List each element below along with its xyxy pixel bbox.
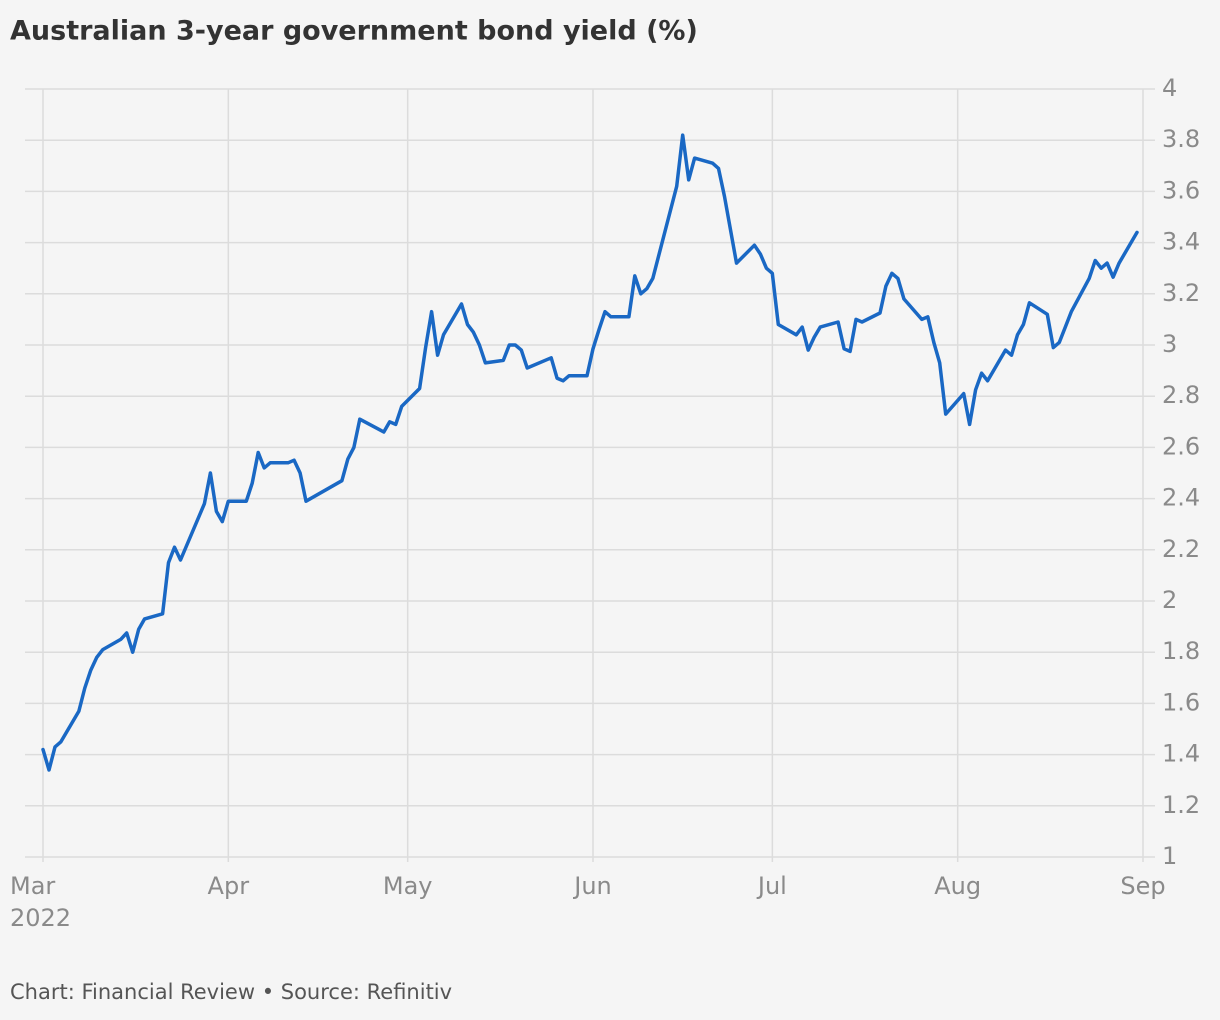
chart-title: Australian 3-year government bond yield …: [10, 16, 698, 47]
x-tick-label: Jul: [756, 872, 787, 900]
x-tick-label: Jun: [572, 872, 612, 900]
y-tick-label: 1.2: [1162, 791, 1200, 819]
y-tick-label: 1.8: [1162, 637, 1200, 665]
x-tick-label: May: [383, 872, 433, 900]
y-tick-label: 2: [1162, 586, 1177, 614]
y-tick-label: 2.4: [1162, 484, 1200, 512]
y-tick-label: 4: [1162, 74, 1177, 102]
y-tick-label: 1.4: [1162, 740, 1200, 768]
y-tick-label: 3.8: [1162, 125, 1200, 153]
data-line: [41, 133, 1139, 772]
y-tick-label: 1.6: [1162, 688, 1200, 716]
x-tick-label: Apr: [208, 872, 250, 900]
y-tick-label: 1: [1162, 842, 1177, 870]
x-tick-label: Aug: [934, 872, 981, 900]
y-tick-label: 3.6: [1162, 176, 1200, 204]
x-tick-label: Mar: [10, 872, 55, 900]
y-tick-label: 3.2: [1162, 279, 1200, 307]
y-tick-label: 3.4: [1162, 228, 1200, 256]
source: Chart: Financial Review • Source: Refini…: [10, 980, 452, 1004]
x-tick-label: Sep: [1120, 872, 1165, 900]
y-tick-label: 3: [1162, 330, 1177, 358]
y-tick-label: 2.2: [1162, 535, 1200, 563]
y-tick-label: 2.6: [1162, 432, 1200, 460]
y-tick-label: 2.8: [1162, 381, 1200, 409]
year-label: 2022: [10, 904, 71, 932]
